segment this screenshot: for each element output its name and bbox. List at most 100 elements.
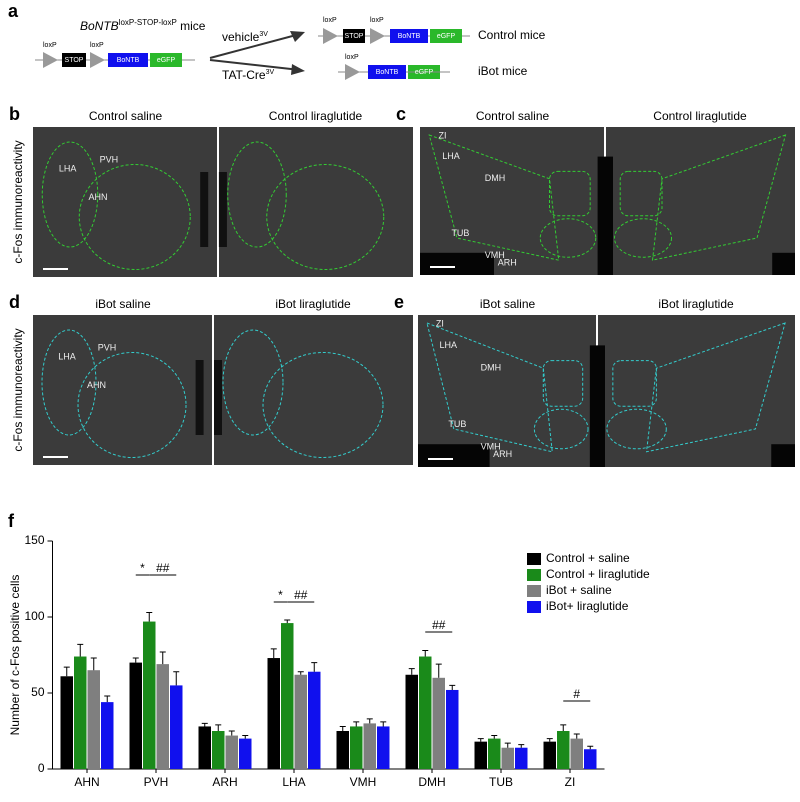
arrow [209,33,301,59]
region-outline [77,352,187,458]
strain-suffix: mice [177,19,206,33]
error-bar [77,643,84,657]
region-label: AHN [89,192,108,202]
legend-label: Control + liraglutide [546,567,650,581]
loxp-label: loxP [90,42,104,49]
background [771,444,795,467]
bar [239,738,252,769]
region-label: LHA [58,351,76,361]
region-outline [612,360,657,407]
region-outline [645,322,786,453]
bontb-box [368,65,406,79]
error-bar [63,666,70,677]
loxp-site [43,52,58,68]
micrograph [418,315,795,467]
micrographs: b c-Fos immunoreactivity Control saline Con… [9,104,795,467]
bontb-label: BoNTB [376,69,399,76]
stop-box [62,53,86,67]
region-label: PVH [98,342,117,352]
image-title: Control saline [89,109,163,123]
background [420,252,494,275]
error-bar [132,657,139,663]
region-label: ZI [436,318,444,328]
bar [488,738,501,769]
x-tick-label: LHA [282,775,305,789]
loxp-site [323,28,338,44]
micrograph [33,315,413,465]
bar [570,738,583,769]
background [418,444,490,467]
ventricle [200,172,209,247]
x-tick-label: ARH [212,775,237,789]
stop-box [343,29,365,43]
vehicle: vehicle3V [222,30,268,44]
significance-label: * [140,561,145,575]
stop-label: STOP [65,57,84,64]
error-bar [408,668,415,675]
y-tick-label: 150 [24,533,44,547]
region-outline [651,134,787,261]
error-bar [146,611,153,622]
bar [584,749,597,769]
x-tick-label: AHN [74,775,99,789]
loxp-label: loxP [345,54,359,61]
error-bar [560,724,567,731]
image-title: Control liraglutide [269,109,363,123]
egfp-box [150,53,182,67]
ventricle [218,172,227,247]
bar [308,671,321,769]
error-bar [518,744,525,748]
y-axis-label: c-Fos immunoreactivity [11,328,25,451]
panel-label: d [9,292,20,312]
bar [336,731,349,769]
egfp-box [430,29,462,43]
loxp-label: loxP [323,17,337,24]
loxp-label: loxP [43,42,57,49]
error-bar [573,733,580,739]
region-outline [533,408,589,450]
panel-label: f [8,511,15,531]
error-bar [435,663,442,678]
panel-label: c [396,104,406,124]
region-label: PVH [100,154,119,164]
bar [281,623,294,769]
region-outline [262,352,384,458]
image-title: Control liraglutide [653,109,747,123]
significance-label: # [573,687,580,701]
bar [60,676,73,769]
stop-label: STOP [345,33,364,40]
error-bar [201,722,208,727]
ventricle [597,345,605,467]
significance-label: * [278,588,283,602]
tatcre-sup: 3V [266,69,275,76]
error-bar [353,721,360,727]
x-tick-label: ZI [565,775,576,789]
region-label: DMH [485,173,506,183]
bar [225,735,238,769]
legend-swatch [527,585,541,597]
loxp-label: loxP [370,17,384,24]
control-mice: Control mice [478,28,546,42]
panel-label: e [394,292,404,312]
bar [101,702,114,769]
egfp-label: eGFP [157,57,176,64]
region-outline [606,408,667,450]
region-label: TUB [448,419,466,429]
strain: BoNTB [80,19,119,33]
legend-swatch [527,553,541,565]
image-title: iBot saline [95,297,151,311]
bar [377,726,390,769]
region-outline [539,218,597,258]
legend-label: iBot+ liraglutide [546,599,629,613]
ventricle [605,156,613,275]
bar [474,741,487,769]
bar [294,674,307,769]
region-label: LHA [442,151,460,161]
y-tick-label: 0 [38,761,45,775]
error-bar [242,735,249,739]
tatcre-text: TAT-Cre [222,68,266,82]
error-bar [311,662,318,672]
bar [419,656,432,769]
panel-f: f Number of c-Fos positive cells 0 50 100 150… [8,511,650,789]
legend-swatch [527,569,541,581]
